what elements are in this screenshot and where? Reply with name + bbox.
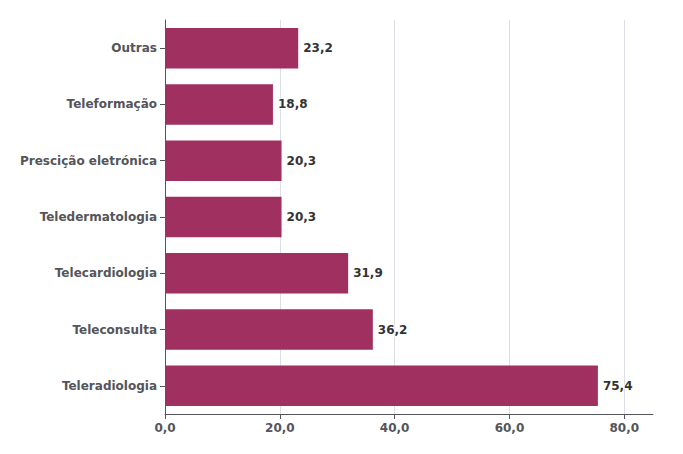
svg-text:Teledermatologia: Teledermatologia	[40, 210, 157, 224]
svg-text:18,8: 18,8	[278, 97, 308, 111]
svg-text:60,0: 60,0	[495, 421, 525, 435]
svg-text:36,2: 36,2	[378, 323, 408, 337]
svg-text:Telecardiologia: Telecardiologia	[55, 266, 157, 280]
svg-text:80,0: 80,0	[609, 421, 639, 435]
svg-text:Outras: Outras	[111, 41, 157, 55]
svg-text:Teleradiologia: Teleradiologia	[62, 379, 157, 393]
svg-text:20,3: 20,3	[287, 154, 317, 168]
svg-text:Teleformação: Teleformação	[67, 97, 157, 111]
svg-text:20,0: 20,0	[265, 421, 295, 435]
svg-text:23,2: 23,2	[303, 41, 333, 55]
svg-text:75,4: 75,4	[603, 379, 633, 393]
svg-text:0,0: 0,0	[154, 421, 175, 435]
svg-text:31,9: 31,9	[353, 266, 383, 280]
svg-text:Teleconsulta: Teleconsulta	[72, 323, 157, 337]
svg-text:20,3: 20,3	[287, 210, 317, 224]
svg-text:Prescição eletrónica: Prescição eletrónica	[20, 154, 157, 168]
svg-text:40,0: 40,0	[380, 421, 410, 435]
